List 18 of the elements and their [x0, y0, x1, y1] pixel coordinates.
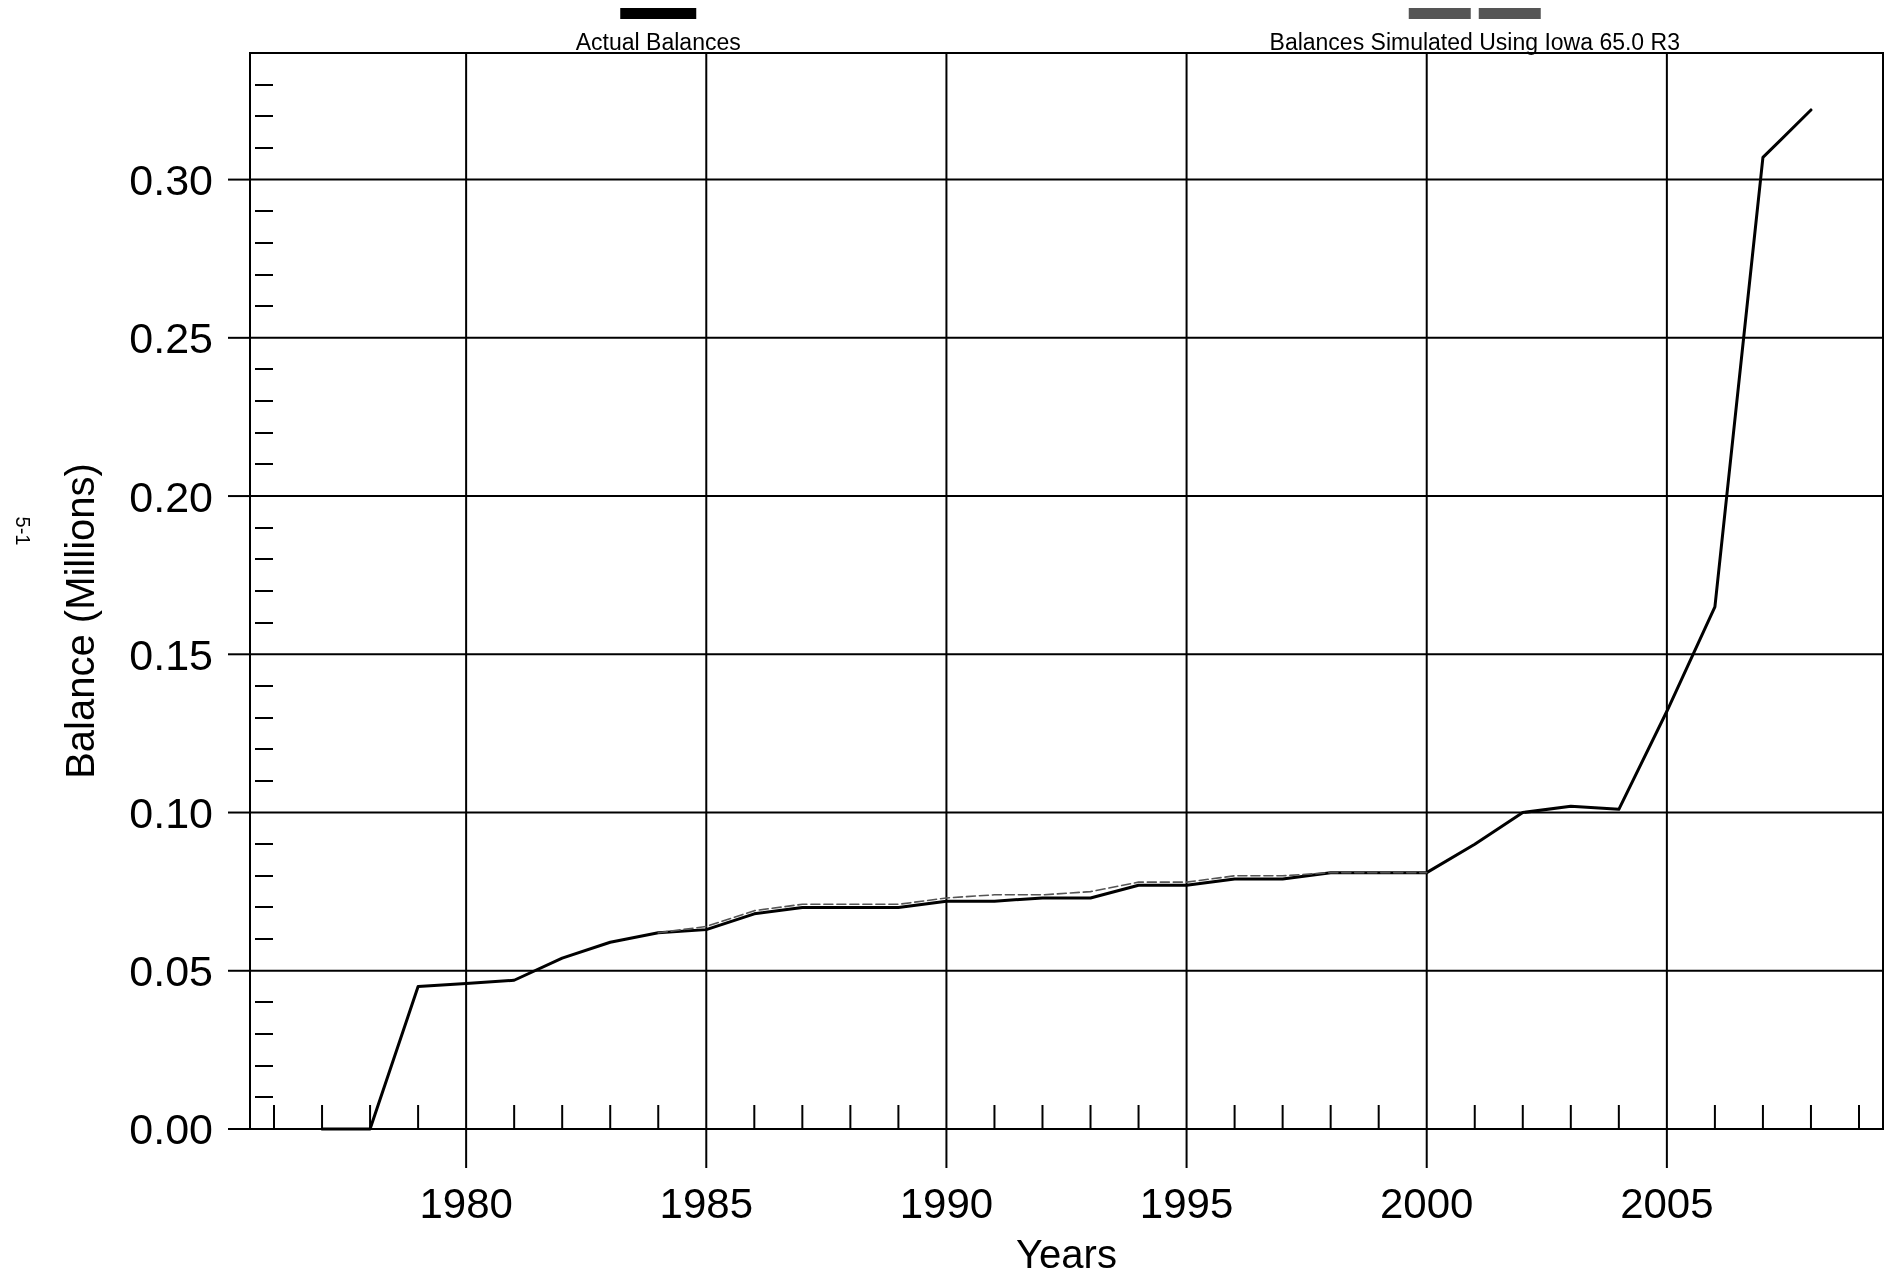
- y-axis-title: Balance (Millions): [58, 463, 102, 779]
- x-tick-label: 1980: [419, 1180, 513, 1227]
- legend-label: Balances Simulated Using Iowa 65.0 R3: [1269, 29, 1680, 55]
- x-tick-label: 2005: [1620, 1180, 1714, 1227]
- y-tick-label: 0.10: [129, 789, 213, 838]
- y-tick-label: 0.30: [129, 156, 213, 205]
- x-axis-title: Years: [1016, 1232, 1117, 1274]
- y-tick-label: 0.15: [129, 630, 213, 679]
- y-tick-label: 0.05: [129, 947, 213, 996]
- y-tick-label: 0.00: [129, 1105, 213, 1154]
- x-tick-label: 1985: [659, 1180, 753, 1227]
- y-tick-label: 0.25: [129, 314, 213, 363]
- text: 5-1: [12, 516, 34, 546]
- x-tick-label: 2000: [1380, 1180, 1474, 1227]
- legend-label: Actual Balances: [575, 29, 741, 55]
- x-tick-label: 1995: [1139, 1180, 1234, 1227]
- y-tick-label: 0.20: [129, 472, 213, 521]
- x-tick-label: 1990: [899, 1180, 994, 1227]
